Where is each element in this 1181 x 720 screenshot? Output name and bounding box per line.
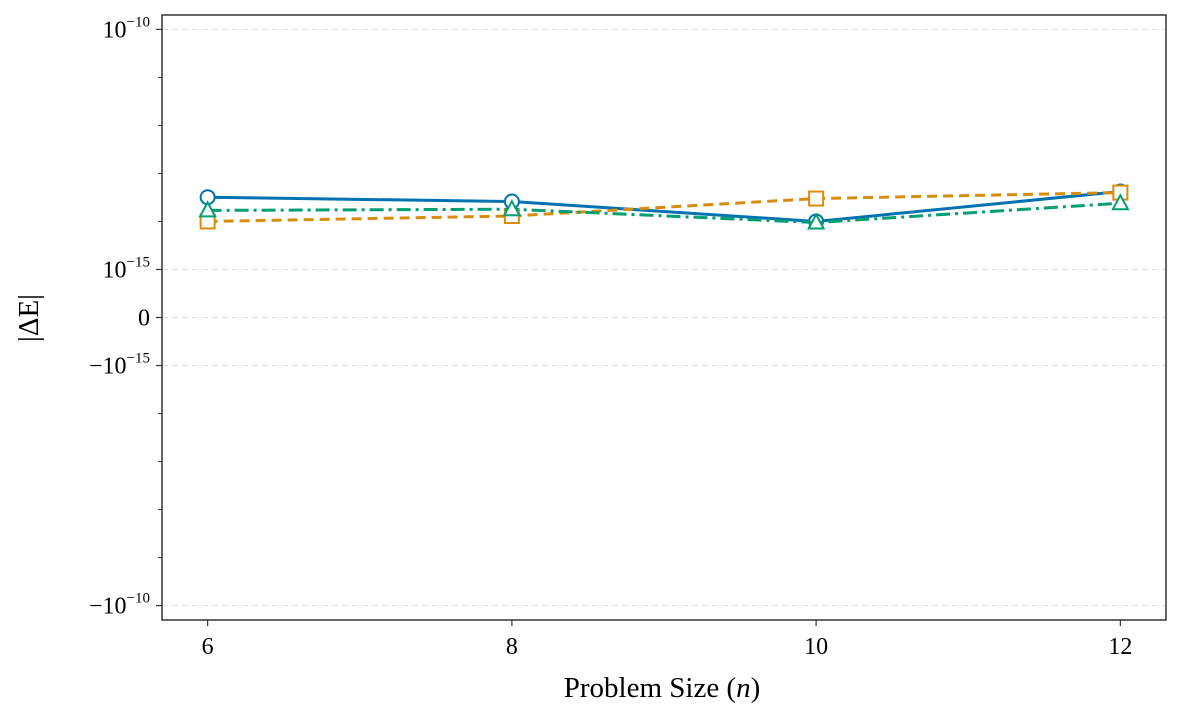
series-line (207, 191, 1121, 223)
y-tick-label: −10−15 (89, 351, 150, 380)
series-1 (199, 184, 1129, 230)
grid (162, 28, 1166, 607)
y-axis: 10−10 10−15 0 −10−15 −10−10 (89, 14, 162, 620)
point-marker (808, 190, 825, 207)
x-tick-label: 10 (804, 634, 828, 660)
x-axis: 6 8 10 12 (202, 620, 1132, 660)
y-tick-label: 10−15 (103, 254, 150, 283)
point-marker (806, 212, 826, 230)
series-group (198, 183, 1130, 230)
point-marker (1111, 193, 1130, 211)
x-tick-label: 8 (506, 634, 518, 660)
series-line (207, 190, 1121, 223)
point-marker (198, 200, 217, 218)
point-marker (502, 199, 522, 217)
y-tick-label: −10−10 (89, 591, 150, 620)
y-tick-label: 0 (138, 306, 150, 332)
y-axis-title: |ΔE| (13, 294, 45, 342)
x-tick-label: 6 (202, 634, 214, 660)
series-2 (198, 193, 1130, 230)
x-tick-label: 12 (1108, 634, 1132, 660)
y-tick-label: 10−10 (103, 14, 150, 43)
series-line (207, 201, 1121, 225)
x-axis-title: Problem Size (n) (564, 672, 761, 704)
